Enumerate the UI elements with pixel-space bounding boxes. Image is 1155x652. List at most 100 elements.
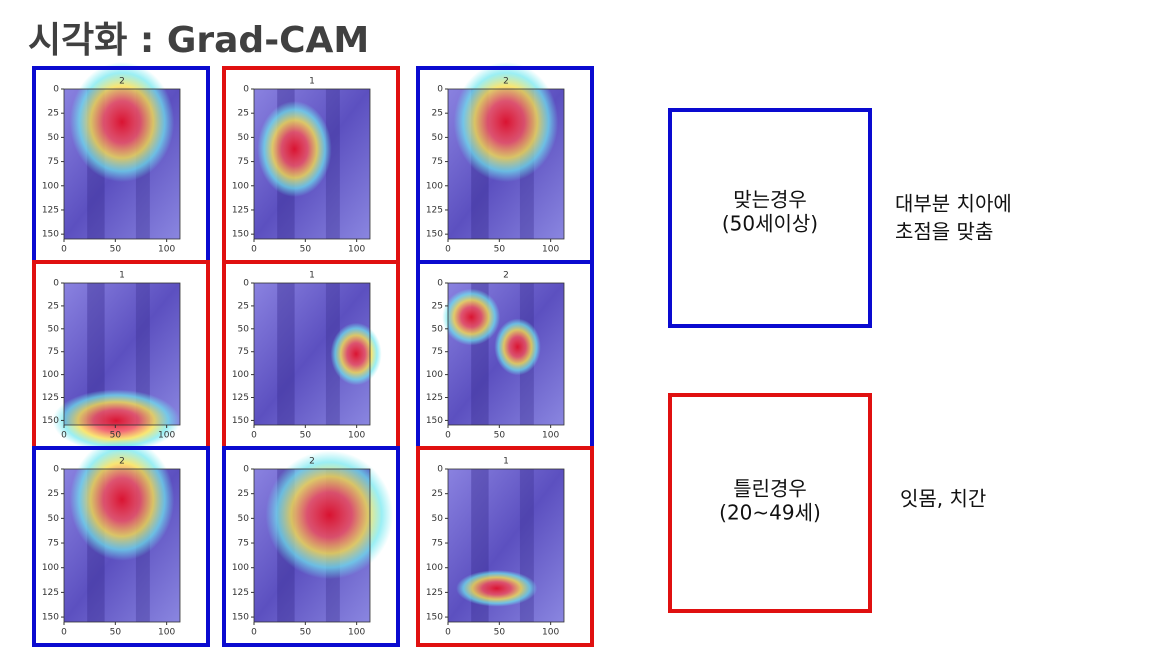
y-tick-label: 0	[437, 279, 443, 289]
legend-label: 틀린경우	[733, 477, 807, 501]
axes-frame	[253, 282, 371, 426]
x-tick-label: 50	[494, 628, 506, 638]
x-tick-label: 100	[542, 628, 559, 638]
y-tick-label: 150	[232, 613, 249, 623]
y-tick-label: 125	[232, 588, 249, 598]
heatmap	[69, 62, 175, 182]
x-tick-label: 50	[300, 628, 312, 638]
y-tick-label: 150	[42, 613, 59, 623]
y-tick-label: 125	[42, 588, 59, 598]
x-tick-label: 100	[348, 628, 365, 638]
y-tick-label: 100	[232, 370, 249, 380]
legend-label: (20~49세)	[719, 501, 821, 525]
panel-label: 1	[309, 271, 315, 281]
y-tick-label: 50	[238, 514, 250, 524]
y-tick-label: 100	[426, 181, 443, 191]
x-tick-label: 50	[300, 245, 312, 255]
y-tick-label: 0	[437, 465, 443, 475]
y-tick-label: 75	[238, 347, 249, 357]
x-tick-label: 0	[251, 628, 257, 638]
heatmap	[494, 318, 541, 376]
legend-note: 잇몸, 치간	[900, 487, 986, 511]
legend-box	[668, 393, 872, 613]
y-tick-label: 75	[48, 539, 59, 549]
x-tick-label: 0	[445, 245, 451, 255]
x-tick-label: 50	[494, 245, 506, 255]
y-tick-label: 50	[48, 514, 60, 524]
y-tick-label: 25	[238, 489, 249, 499]
tooth-band	[325, 89, 340, 239]
y-tick-label: 50	[48, 133, 60, 143]
legend-box	[668, 108, 872, 328]
y-tick-label: 0	[53, 85, 59, 95]
y-tick-label: 150	[426, 416, 443, 426]
heatmap	[456, 569, 538, 607]
y-tick-label: 75	[48, 157, 59, 167]
x-tick-label: 50	[494, 431, 506, 441]
y-tick-label: 125	[232, 205, 249, 215]
y-tick-label: 25	[48, 109, 59, 119]
tooth-band	[87, 283, 105, 425]
y-tick-label: 25	[432, 489, 443, 499]
panel-label: 2	[309, 457, 315, 467]
x-tick-label: 50	[300, 431, 312, 441]
legend-label: 맞는경우	[733, 188, 807, 212]
axes-frame	[63, 282, 181, 426]
heatmap	[453, 62, 559, 182]
panel-label: 2	[119, 77, 125, 87]
y-tick-label: 100	[426, 563, 443, 573]
axes-frame	[253, 88, 371, 240]
y-tick-label: 125	[426, 393, 443, 403]
axes-frame	[253, 468, 371, 623]
x-tick-label: 50	[110, 245, 122, 255]
panel-label: 2	[503, 77, 509, 87]
y-tick-label: 50	[238, 324, 250, 334]
y-tick-label: 0	[53, 279, 59, 289]
y-tick-label: 125	[232, 393, 249, 403]
y-tick-label: 150	[232, 230, 249, 240]
x-tick-label: 0	[445, 628, 451, 638]
tooth-band	[277, 283, 295, 425]
y-tick-label: 100	[42, 370, 59, 380]
x-tick-label: 100	[158, 628, 175, 638]
x-tick-label: 50	[110, 628, 122, 638]
y-tick-label: 0	[53, 465, 59, 475]
panel-border	[222, 446, 400, 647]
panel-label: 2	[119, 457, 125, 467]
tooth-band	[135, 283, 150, 425]
y-tick-label: 25	[48, 301, 59, 311]
y-tick-label: 150	[426, 230, 443, 240]
x-tick-label: 0	[61, 628, 67, 638]
y-tick-label: 75	[432, 157, 443, 167]
y-tick-label: 25	[238, 109, 249, 119]
y-tick-label: 75	[238, 157, 249, 167]
y-tick-label: 100	[42, 181, 59, 191]
heatmap	[52, 389, 181, 452]
y-tick-label: 50	[238, 133, 250, 143]
axes-frame	[63, 88, 181, 240]
y-tick-label: 100	[232, 563, 249, 573]
y-tick-label: 125	[426, 205, 443, 215]
y-tick-label: 75	[432, 539, 443, 549]
panel-label: 1	[503, 457, 509, 467]
legend-note: 대부분 치아에	[895, 192, 1012, 216]
y-tick-label: 75	[432, 347, 443, 357]
y-tick-label: 75	[238, 539, 249, 549]
axes-frame	[447, 88, 565, 240]
y-tick-label: 75	[48, 347, 59, 357]
y-tick-label: 25	[48, 489, 59, 499]
y-tick-label: 0	[243, 465, 249, 475]
y-tick-label: 100	[42, 563, 59, 573]
x-tick-label: 0	[61, 431, 67, 441]
legend-note: 초점을 맞춤	[895, 220, 993, 244]
heatmap	[257, 101, 332, 197]
axes-frame	[63, 468, 181, 623]
y-tick-label: 25	[432, 301, 443, 311]
